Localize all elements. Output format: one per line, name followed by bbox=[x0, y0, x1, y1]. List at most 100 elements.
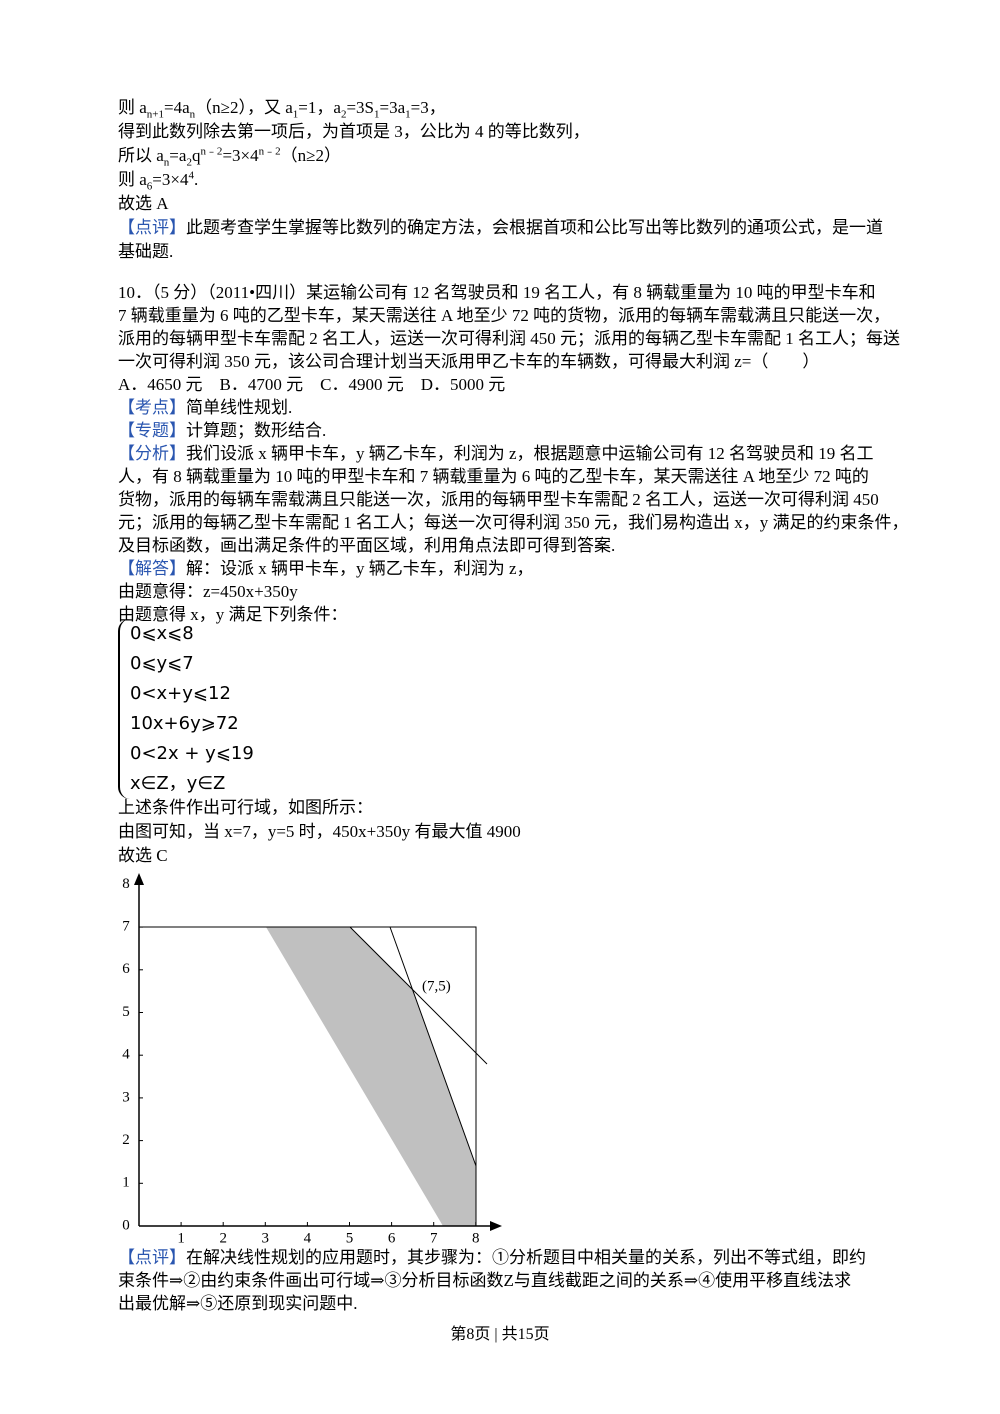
x-tick-label: 6 bbox=[388, 1230, 396, 1246]
text: 由图可知，当 x=7，y=5 时，450x+350y 有最大值 4900 bbox=[118, 822, 521, 841]
equation-system: 0⩽x⩽8 0⩽y⩽7 0<x+y⩽12 10x+6y⩾72 0<2x + y⩽19 x∈… bbox=[118, 619, 254, 799]
x-tick-label: 8 bbox=[472, 1230, 480, 1246]
y-tick-label: 3 bbox=[122, 1089, 130, 1105]
x-tick-label: 5 bbox=[346, 1230, 354, 1246]
subscript: 6 bbox=[146, 180, 153, 193]
text: 基础题. bbox=[118, 242, 174, 261]
text: 解：设派 x 辆甲卡车，y 辆乙卡车，利润为 z， bbox=[186, 559, 534, 578]
text-block: 上述条件作出可行域，如图所示： 由图可知，当 x=7，y=5 时，450x+350… bbox=[118, 796, 908, 868]
superscript: n﹣2 bbox=[200, 145, 223, 158]
text-line: 7 辆载重量为 6 吨的乙型卡车，某天需送往 A 地至少 72 吨的货物，派用的… bbox=[118, 304, 908, 327]
x-axis-arrow bbox=[490, 1221, 502, 1231]
text: 7 辆载重量为 6 吨的乙型卡车，某天需送往 A 地至少 72 吨的货物，派用的… bbox=[118, 306, 891, 325]
text-line: A．4650 元 B．4700 元 C．4900 元 D．5000 元 bbox=[118, 373, 908, 396]
y-tick-label: 2 bbox=[122, 1132, 130, 1148]
line-2x-plus-y bbox=[389, 926, 477, 1167]
y-tick-label: 5 bbox=[122, 1004, 130, 1020]
x-tick-label: 2 bbox=[219, 1230, 227, 1246]
text: 10．（5 分）（2011•四川）某运输公司有 12 名驾驶员和 19 名工人，… bbox=[118, 283, 876, 302]
text-line: 人，有 8 辆载重量为 10 吨的甲型卡车和 7 辆载重量为 6 吨的乙型卡车，… bbox=[118, 465, 908, 488]
text: （n≥2），又 a bbox=[195, 98, 293, 117]
y-tick-label: 4 bbox=[122, 1047, 130, 1063]
y-tick-label: 6 bbox=[122, 961, 130, 977]
text-line: 派用的每辆甲型卡车需配 2 名工人，运送一次可得利润 450 元；派用的每辆乙型… bbox=[118, 327, 908, 350]
subscript: 1 bbox=[405, 108, 411, 121]
text: 则 a bbox=[118, 98, 147, 117]
text-line: 10．（5 分）（2011•四川）某运输公司有 12 名驾驶员和 19 名工人，… bbox=[118, 281, 908, 304]
text: 我们设派 x 辆甲卡车，y 辆乙卡车，利润为 z，根据题意中运输公司有 12 名… bbox=[186, 444, 874, 463]
text-line: 得到此数列除去第一项后，为首项是 3，公比为 4 的等比数列， bbox=[118, 120, 908, 144]
inequality: 0⩽x⩽8 bbox=[130, 623, 194, 644]
feasible-region-figure: 1 2 3 4 5 6 7 8 0 1 2 3 4 5 6 7 8 (7,5) bbox=[122, 873, 502, 1246]
feasible-region bbox=[266, 927, 476, 1226]
text-line: 所以 an=a2qn﹣2=3×4n﹣2（n≥2） bbox=[118, 144, 908, 168]
text: . bbox=[193, 170, 199, 189]
section-tag: 【点评】 bbox=[118, 1248, 186, 1267]
subscript: 1 bbox=[373, 108, 380, 121]
text-line: 由题意得：z=450x+350y bbox=[118, 580, 908, 603]
text-block: 10．（5 分）（2011•四川）某运输公司有 12 名驾驶员和 19 名工人，… bbox=[118, 281, 909, 626]
text: 一次可得利润 350 元，该公司合理计划当天派用甲乙卡车的车辆数，可得最大利润 … bbox=[118, 352, 820, 371]
text-line: 束条件⇒②由约束条件画出可行域⇒③分析目标函数Z与直线截距之间的关系⇒④使用平移… bbox=[118, 1269, 908, 1292]
text-line: 上述条件作出可行域，如图所示： bbox=[118, 796, 908, 820]
inequality: x∈Z，y∈Z bbox=[130, 773, 226, 794]
text-line: 出最优解⇒⑤还原到现实问题中. bbox=[118, 1292, 908, 1315]
point-label: (7,5) bbox=[422, 978, 451, 994]
text: （n≥2） bbox=[280, 146, 341, 165]
text: =a bbox=[169, 146, 187, 165]
text-line: 及目标函数，画出满足条件的平面区域，利用角点法即可得到答案. bbox=[118, 534, 908, 557]
text: =3×4 bbox=[222, 146, 259, 165]
boundary-box bbox=[139, 926, 477, 1226]
subscript: n bbox=[189, 108, 196, 121]
section-tag: 【专题】 bbox=[118, 421, 186, 440]
text: 上述条件作出可行域，如图所示： bbox=[118, 798, 373, 817]
section-tag: 【解答】 bbox=[118, 559, 186, 578]
inequality: 0<2x + y⩽19 bbox=[130, 743, 254, 764]
text: 故选 A bbox=[118, 194, 169, 213]
text: =1，a bbox=[298, 98, 341, 117]
section-tag: 【考点】 bbox=[118, 398, 186, 417]
subscript: 2 bbox=[186, 156, 192, 169]
y-tick-label: 8 bbox=[122, 876, 130, 892]
text: 由题意得 x，y 满足下列条件： bbox=[118, 605, 348, 624]
text-line: 【点评】此题考查学生掌握等比数列的确定方法，会根据首项和公比写出等比数列的通项公… bbox=[118, 216, 908, 240]
y-axis-arrow bbox=[134, 873, 144, 885]
text: 故选 C bbox=[118, 846, 168, 865]
inequality: 0<x+y⩽12 bbox=[130, 683, 231, 704]
x-tick-label: 1 bbox=[177, 1230, 185, 1246]
text: =3a bbox=[379, 98, 406, 117]
text-line: 则 a6=3×44. bbox=[118, 168, 908, 192]
subscript: 2 bbox=[340, 108, 347, 121]
text-line: 元；派用的每辆乙型卡车需配 1 名工人；每送一次可得利润 350 元，我们易构造… bbox=[118, 511, 909, 534]
inequality: 10x+6y⩾72 bbox=[130, 713, 239, 734]
section-tag: 【分析】 bbox=[118, 444, 186, 463]
text-line: 则 an+1=4an（n≥2），又 a1=1，a2=3S1=3a1=3， bbox=[118, 96, 908, 120]
text-line: 由图可知，当 x=7，y=5 时，450x+350y 有最大值 4900 bbox=[118, 820, 908, 844]
text-line: 一次可得利润 350 元，该公司合理计划当天派用甲乙卡车的车辆数，可得最大利润 … bbox=[118, 350, 908, 373]
text-line: 【解答】解：设派 x 辆甲卡车，y 辆乙卡车，利润为 z， bbox=[118, 557, 908, 580]
text: 元；派用的每辆乙型卡车需配 1 名工人；每送一次可得利润 350 元，我们易构造… bbox=[118, 513, 909, 532]
text: 得到此数列除去第一项后，为首项是 3，公比为 4 的等比数列， bbox=[118, 122, 590, 141]
text-line: 【专题】计算题；数形结合. bbox=[118, 419, 908, 442]
text: 简单线性规划. bbox=[186, 398, 293, 417]
superscript: 4 bbox=[188, 169, 194, 182]
text: 由题意得：z=450x+350y bbox=[118, 582, 298, 601]
text: =4a bbox=[164, 98, 190, 117]
subscript: 1 bbox=[292, 108, 299, 121]
text: 派用的每辆甲型卡车需配 2 名工人，运送一次可得利润 450 元；派用的每辆乙型… bbox=[118, 329, 900, 348]
text-block: 【点评】在解决线性规划的应用题时，其步骤为：①分析题目中相关量的关系，列出不等式… bbox=[118, 1246, 908, 1315]
y-tick-label: 0 bbox=[122, 1217, 130, 1233]
superscript: n﹣2 bbox=[258, 145, 281, 158]
text: 束条件⇒②由约束条件画出可行域⇒③分析目标函数Z与直线截距之间的关系⇒④使用平移… bbox=[118, 1271, 852, 1290]
line-x-plus-y bbox=[349, 926, 488, 1065]
text-line: 货物，派用的每辆车需载满且只能送一次，派用的每辆甲型卡车需配 2 名工人，运送一… bbox=[118, 488, 908, 511]
text: q bbox=[191, 146, 201, 165]
text: 计算题；数形结合. bbox=[186, 421, 327, 440]
text-line: 【点评】在解决线性规划的应用题时，其步骤为：①分析题目中相关量的关系，列出不等式… bbox=[118, 1246, 908, 1269]
y-tick-label: 1 bbox=[122, 1175, 130, 1191]
subscript: n bbox=[163, 156, 170, 169]
text: 货物，派用的每辆车需载满且只能送一次，派用的每辆甲型卡车需配 2 名工人，运送一… bbox=[118, 490, 879, 509]
text: =3×4 bbox=[152, 170, 189, 189]
page-footer: 第8页 | 共15页 bbox=[450, 1326, 550, 1343]
